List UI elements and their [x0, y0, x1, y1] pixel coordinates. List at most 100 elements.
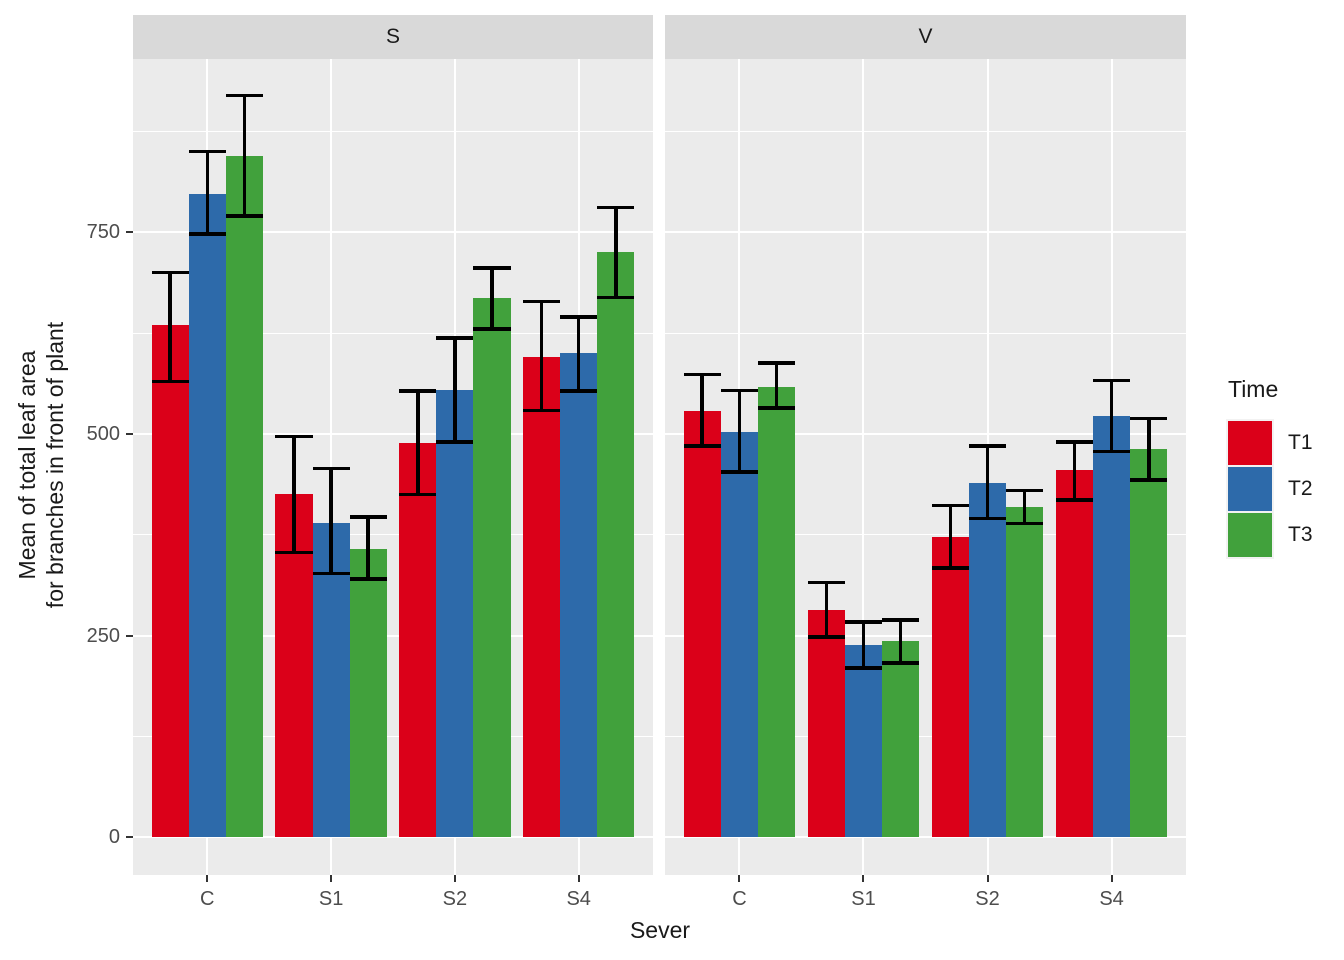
bar: [436, 390, 474, 838]
major-gridline: [133, 432, 653, 435]
error-bar-line: [824, 582, 828, 638]
minor-gridline: [133, 131, 653, 133]
error-bar-cap-bottom: [720, 470, 759, 474]
x-tick-mark: [453, 875, 456, 882]
error-bar-line: [614, 207, 618, 298]
error-bar-cap-bottom: [931, 566, 969, 570]
error-bar-cap-bottom: [188, 232, 226, 236]
error-bar-cap-bottom: [436, 440, 474, 444]
error-bar-line: [737, 390, 742, 472]
error-bar-cap-top: [188, 149, 226, 154]
x-tick-label: C: [732, 888, 747, 910]
bar: [931, 537, 969, 838]
error-bar-line: [329, 468, 333, 574]
bar: [882, 641, 920, 838]
error-bar-cap-top: [1006, 488, 1044, 493]
facet-strip: V: [665, 15, 1186, 59]
error-bar-cap-bottom: [597, 295, 635, 300]
y-tick-label: 0: [108, 826, 120, 849]
error-bar-cap-top: [1130, 416, 1168, 421]
y-axis-title: Mean of total leaf area for branches in …: [13, 322, 69, 608]
error-bar-cap-bottom: [758, 406, 796, 410]
error-bar-line: [168, 272, 172, 382]
x-tick-mark: [577, 875, 580, 882]
error-bar-cap-top: [399, 389, 437, 393]
error-bar-cap-top: [151, 270, 189, 275]
minor-gridline: [665, 735, 1186, 737]
x-tick-label: S4: [1099, 888, 1124, 910]
major-gridline-vertical: [862, 59, 865, 875]
error-bar-cap-top: [560, 315, 598, 319]
error-bar-line: [292, 436, 296, 553]
bar: [758, 387, 796, 838]
bar: [844, 645, 883, 838]
x-tick-mark: [330, 875, 333, 882]
error-bar-line: [1109, 380, 1114, 452]
error-bar-cap-bottom: [275, 550, 313, 555]
bar: [349, 549, 387, 838]
x-tick-mark: [986, 875, 989, 882]
bar: [1130, 449, 1168, 838]
error-bar-line: [1147, 418, 1151, 480]
bar: [807, 609, 845, 838]
bar: [1006, 507, 1044, 838]
bar: [1055, 470, 1093, 838]
error-bar-cap-bottom: [1055, 498, 1093, 502]
x-tick-mark: [1110, 875, 1113, 882]
y-axis-title-line2: for branches in front of plant: [42, 321, 68, 609]
minor-gridline: [133, 534, 653, 536]
bar: [683, 410, 721, 838]
error-bar-cap-bottom: [523, 408, 561, 413]
x-tick-label: S1: [851, 888, 876, 910]
x-tick-mark: [738, 875, 741, 882]
bar: [151, 325, 189, 838]
bar: [399, 442, 437, 838]
error-bar-cap-top: [807, 580, 845, 585]
error-bar-line: [453, 337, 457, 442]
error-bar-cap-top: [597, 205, 635, 210]
error-bar-cap-top: [225, 93, 263, 98]
error-bar-line: [700, 374, 704, 447]
error-bar-cap-bottom: [882, 661, 920, 665]
facet-strip-label: S: [385, 25, 400, 48]
minor-gridline: [665, 131, 1186, 133]
error-bar-line: [576, 317, 581, 392]
y-tick-label: 750: [86, 221, 120, 244]
error-bar-cap-top: [968, 444, 1007, 448]
legend-key-label: T1: [1288, 431, 1313, 454]
error-bar-cap-top: [931, 503, 969, 508]
x-tick-label: S2: [442, 888, 468, 910]
bar: [597, 251, 635, 838]
error-bar-line: [539, 301, 544, 411]
legend-swatch-t2: [1228, 467, 1272, 511]
minor-gridline: [133, 735, 653, 737]
error-bar-line: [490, 267, 494, 330]
legend-key-label: T3: [1288, 523, 1313, 546]
error-bar-cap-bottom: [844, 666, 883, 670]
y-axis-title-line1: Mean of total leaf area: [14, 350, 40, 580]
error-bar-cap-bottom: [683, 444, 721, 448]
x-tick-label: S2: [975, 888, 1000, 910]
error-bar-line: [861, 621, 866, 668]
error-bar-cap-top: [844, 620, 883, 624]
error-bar-line: [242, 95, 247, 217]
bar: [188, 194, 226, 838]
minor-gridline: [665, 534, 1186, 536]
error-bar-cap-top: [1055, 440, 1093, 444]
error-bar-cap-bottom: [399, 492, 437, 497]
legend-key-label: T2: [1288, 477, 1313, 500]
legend: Time T1 T2 T3: [1228, 376, 1313, 557]
error-bar-line: [898, 620, 903, 663]
legend-swatch-t1: [1228, 421, 1272, 465]
minor-gridline: [133, 332, 653, 334]
legend-swatch-t3: [1228, 513, 1272, 557]
y-tick-mark: [126, 432, 133, 435]
x-tick-mark: [862, 875, 865, 882]
error-bar-cap-bottom: [1006, 521, 1044, 526]
error-bar-cap-bottom: [225, 214, 263, 218]
error-bar-line: [1022, 490, 1027, 524]
error-bar-line: [985, 446, 990, 519]
x-tick-label: S4: [566, 888, 591, 910]
error-bar-cap-top: [1092, 378, 1131, 383]
major-gridline: [133, 634, 653, 637]
